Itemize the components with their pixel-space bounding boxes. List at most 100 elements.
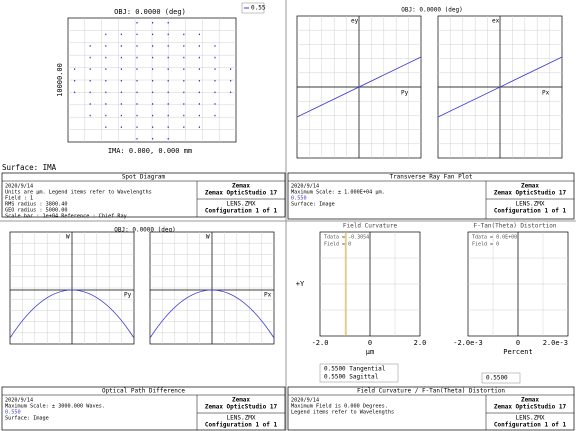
axis-label: Px bbox=[542, 90, 550, 97]
legend-text: 0.55 bbox=[251, 5, 266, 12]
info-line: Surface: Image bbox=[5, 416, 49, 422]
info-line: 0.550 bbox=[5, 410, 21, 416]
legend-text: 0.5500 Tangential bbox=[324, 366, 386, 373]
spot bbox=[167, 126, 169, 128]
spot bbox=[214, 91, 216, 94]
spot bbox=[105, 68, 107, 70]
footer: IMA: 0.000, 0.000 mm bbox=[108, 147, 192, 155]
spot bbox=[183, 103, 185, 105]
info-line: Maximum Scale: ± 3000.000 Waves. bbox=[5, 404, 105, 410]
spot bbox=[183, 126, 185, 128]
spot bbox=[136, 103, 138, 105]
spot bbox=[214, 114, 216, 117]
axis-label: W bbox=[66, 234, 70, 241]
info-line: 2020/9/14 bbox=[5, 398, 33, 404]
spot bbox=[214, 80, 216, 82]
spot bbox=[167, 68, 169, 70]
spot bbox=[167, 138, 169, 140]
spot bbox=[167, 56, 169, 59]
spot bbox=[136, 91, 138, 94]
spot bbox=[120, 103, 122, 105]
spot bbox=[183, 68, 185, 70]
tick-label: 2.0e-3 bbox=[543, 339, 568, 347]
info-title: Field Curvature / F-Tan(Theta) Distortio… bbox=[357, 388, 505, 395]
info-box bbox=[1, 386, 286, 431]
info-file: LENS.ZMX bbox=[516, 415, 545, 422]
spot bbox=[120, 33, 122, 36]
info-product: Zemax OpticStudio 17 bbox=[205, 404, 278, 411]
info-company: Zemax bbox=[521, 397, 539, 404]
spot bbox=[105, 114, 107, 117]
info-line: Legend items refer to Wavelengths bbox=[291, 410, 394, 416]
spot bbox=[198, 33, 200, 36]
tick-label: 2.0 bbox=[414, 339, 427, 347]
spot bbox=[136, 80, 138, 82]
spot bbox=[89, 103, 91, 105]
spot bbox=[183, 80, 185, 82]
info-company: Zemax bbox=[232, 397, 250, 404]
spot bbox=[105, 56, 107, 59]
info-line: 2020/9/14 bbox=[291, 184, 319, 190]
spot bbox=[183, 45, 185, 47]
axis-label: ey bbox=[351, 18, 359, 25]
info-line: GEO radius : 5000.00 bbox=[5, 208, 67, 214]
spot bbox=[214, 103, 216, 105]
curve bbox=[9, 289, 135, 339]
info-config: Configuration 1 of 1 bbox=[205, 422, 278, 429]
spot bbox=[198, 45, 200, 47]
spot bbox=[152, 138, 154, 140]
spot bbox=[136, 126, 138, 128]
info-line: RMS radius : 3800.40 bbox=[5, 202, 67, 208]
axis-label: Px bbox=[264, 292, 272, 299]
header: OBJ: 0.0000 (deg) bbox=[114, 8, 186, 16]
info-config: Configuration 1 of 1 bbox=[494, 208, 567, 215]
spot bbox=[152, 126, 154, 128]
spot bbox=[74, 68, 76, 70]
info-title: Transverse Ray Fan Plot bbox=[389, 174, 472, 181]
spot bbox=[198, 56, 200, 59]
spot bbox=[74, 80, 76, 82]
info-product: Zemax OpticStudio 17 bbox=[494, 190, 567, 197]
spot bbox=[167, 114, 169, 117]
curve bbox=[296, 56, 422, 118]
spot bbox=[214, 68, 216, 70]
info-product: Zemax OpticStudio 17 bbox=[205, 190, 278, 197]
axis-label: 10000.00 bbox=[56, 63, 64, 97]
spot bbox=[152, 103, 154, 105]
info-title: Spot Diagram bbox=[122, 174, 166, 181]
curve bbox=[149, 289, 275, 339]
spot bbox=[167, 22, 169, 24]
spot bbox=[167, 45, 169, 47]
spot bbox=[152, 80, 154, 82]
spot bbox=[120, 126, 122, 128]
tick-label: -2.0e-3 bbox=[453, 339, 483, 347]
info-file: LENS.ZMX bbox=[516, 201, 545, 208]
spot bbox=[183, 33, 185, 36]
spot bbox=[105, 45, 107, 47]
surface-label: Surface: IMA bbox=[2, 163, 57, 172]
info-title: Optical Path Difference bbox=[102, 388, 185, 395]
spot bbox=[152, 91, 154, 94]
spot bbox=[230, 91, 232, 94]
axis-label: ex bbox=[492, 18, 500, 25]
info-product: Zemax OpticStudio 17 bbox=[494, 404, 567, 411]
spot bbox=[105, 91, 107, 94]
spot bbox=[136, 33, 138, 36]
header: OBJ: 0.0000 (deg) bbox=[401, 7, 462, 14]
spot bbox=[152, 45, 154, 47]
spot bbox=[105, 103, 107, 105]
info-line: Field : 1 bbox=[5, 196, 33, 202]
spot bbox=[105, 80, 107, 82]
spot bbox=[136, 22, 138, 24]
info-box bbox=[287, 172, 575, 220]
curve bbox=[437, 56, 563, 118]
spot bbox=[74, 91, 76, 94]
spot bbox=[136, 114, 138, 117]
spot bbox=[89, 45, 91, 47]
spot bbox=[198, 126, 200, 128]
spot bbox=[152, 114, 154, 117]
annotation: Tdata = 0.0E+00 bbox=[472, 235, 517, 241]
spot bbox=[230, 80, 232, 82]
